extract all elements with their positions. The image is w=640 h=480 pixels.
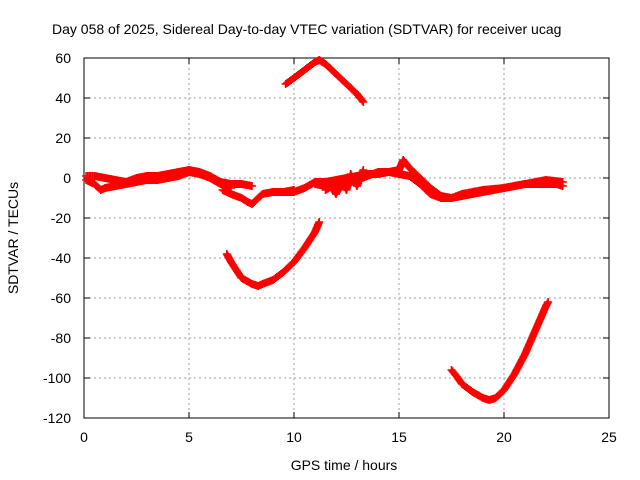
axis-ticks: 0 5 10 15 20 25 -120 -100 -80 -60 -40 -20 0 20 40 60 [43, 50, 617, 445]
y-tick-label: 0 [63, 170, 71, 186]
y-tick-label: -60 [51, 290, 71, 306]
x-tick-label: 0 [80, 429, 88, 445]
x-tick-label: 15 [391, 429, 407, 445]
chart-title: Day 058 of 2025, Sidereal Day-to-day VTE… [52, 21, 561, 37]
data-points [82, 56, 567, 404]
y-tick-label: 20 [55, 130, 71, 146]
y-tick-label: -40 [51, 250, 71, 266]
y-tick-label: -80 [51, 330, 71, 346]
y-tick-label: -120 [43, 410, 71, 426]
plot-frame [83, 57, 610, 419]
series-track-arc-minus110 [447, 298, 553, 404]
data-markers [447, 298, 553, 404]
x-tick-label: 10 [286, 429, 302, 445]
data-markers [82, 168, 235, 194]
y-tick-label: 40 [55, 90, 71, 106]
data-markers [321, 166, 368, 198]
data-markers [281, 56, 368, 106]
grid [84, 58, 609, 418]
y-tick-label: -100 [43, 370, 71, 386]
y-tick-label: 60 [55, 50, 71, 66]
series-track-arc-minus50 [222, 218, 324, 290]
x-tick-label: 5 [185, 429, 193, 445]
y-axis-label: SDTVAR / TECUs [5, 182, 21, 294]
x-tick-label: 20 [496, 429, 512, 445]
series-track-main-1-lower [82, 168, 235, 194]
series-track-scatter-12-13 [321, 166, 368, 198]
x-axis-label: GPS time / hours [291, 457, 398, 473]
x-tick-label: 25 [601, 429, 617, 445]
y-tick-label: -20 [51, 210, 71, 226]
data-markers [222, 218, 324, 290]
series-track-upper-arc [281, 56, 368, 106]
